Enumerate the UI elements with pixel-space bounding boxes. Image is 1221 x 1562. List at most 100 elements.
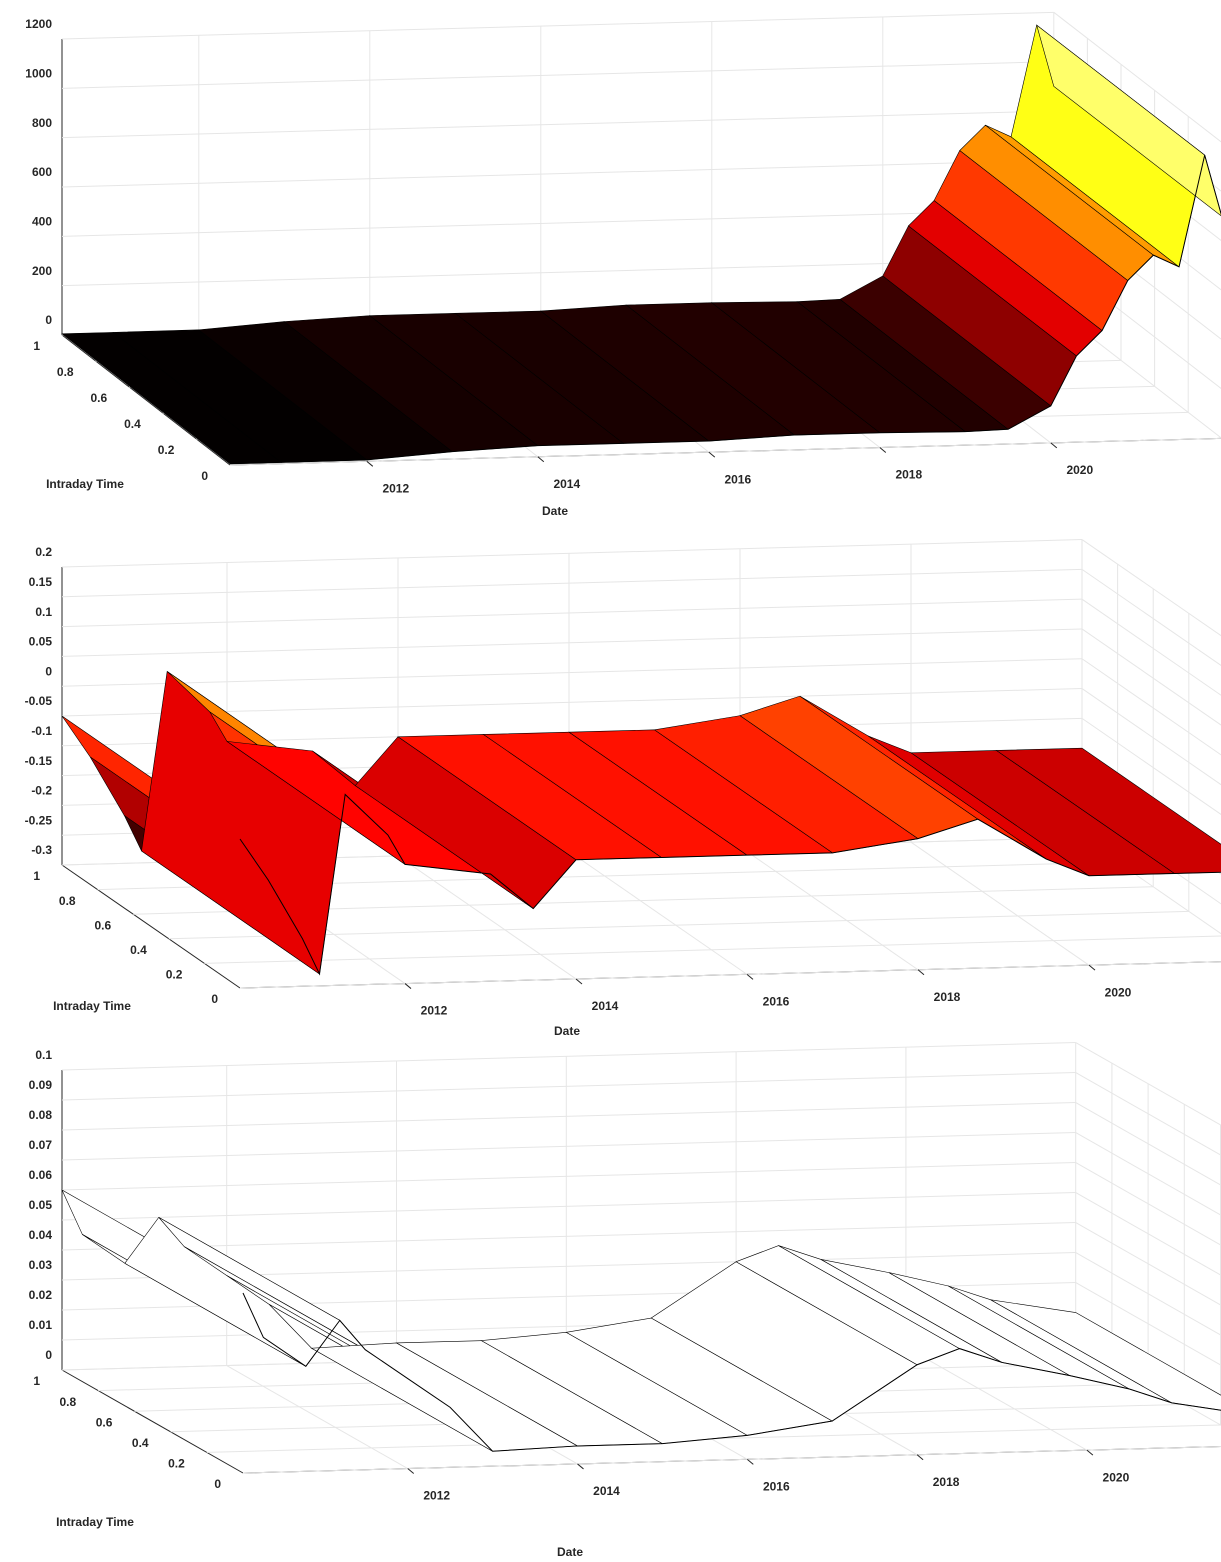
grid-line xyxy=(168,910,1189,940)
z-tick-label: 0.1 xyxy=(35,605,52,619)
z-tick-label: -0.05 xyxy=(25,694,53,708)
x-tick xyxy=(916,1454,924,1461)
x-tick-label: 2018 xyxy=(934,990,961,1004)
z-tick-label: -0.1 xyxy=(31,724,52,738)
z-tick-label: -0.2 xyxy=(31,784,52,798)
grid-line xyxy=(1075,1192,1221,1276)
grid-line xyxy=(1075,1162,1221,1246)
z-tick-label: 1200 xyxy=(25,17,52,31)
x-tick-label: 2014 xyxy=(593,1484,620,1498)
y-tick-label: 0.8 xyxy=(57,365,74,379)
x-tick xyxy=(366,460,374,467)
grid-line xyxy=(1081,568,1221,667)
z-tick-label: 0.05 xyxy=(29,1198,53,1212)
x-tick-label: 2012 xyxy=(423,1489,450,1503)
y-axis-label: Intraday Time xyxy=(56,1515,134,1529)
x-tick-label: 2014 xyxy=(592,999,619,1013)
grid-line xyxy=(61,1102,1076,1131)
grid-line xyxy=(61,539,1083,568)
x-tick xyxy=(577,1463,584,1470)
grid-line xyxy=(61,1192,1076,1221)
x-tick-label: 2016 xyxy=(763,1480,790,1494)
z-tick-label: 0.06 xyxy=(29,1168,53,1182)
x-tick-label: 2014 xyxy=(553,477,580,491)
grid-line xyxy=(1081,658,1221,756)
grid-line xyxy=(1075,1072,1221,1156)
x-tick xyxy=(537,456,545,463)
x-tick-label: 2020 xyxy=(1105,985,1132,999)
x-tick-label: 2020 xyxy=(1103,1470,1130,1484)
grid-line xyxy=(739,846,919,971)
z-tick-label: -0.25 xyxy=(25,813,53,827)
surface-patch xyxy=(995,747,1221,874)
z-tick-label: 0.09 xyxy=(29,1078,53,1092)
axis-line xyxy=(61,864,241,989)
y-tick-label: 0.6 xyxy=(96,1415,113,1429)
grid-line xyxy=(1075,1102,1221,1186)
z-tick-label: 0.03 xyxy=(29,1258,53,1272)
grid-line xyxy=(242,1446,1221,1474)
z-tick-label: 0.08 xyxy=(29,1108,53,1122)
x-tick xyxy=(575,978,583,985)
grid-line xyxy=(229,437,1221,466)
z-tick-label: 200 xyxy=(32,264,52,278)
z-tick-label: 800 xyxy=(32,116,52,130)
grid-line xyxy=(61,628,1083,657)
grid-line xyxy=(1081,717,1221,816)
z-tick-label: 0.2 xyxy=(35,545,52,559)
z-tick-label: -0.3 xyxy=(31,843,52,857)
surface-front-edge xyxy=(239,793,1221,976)
grid-line xyxy=(910,841,1090,966)
z-tick-label: 0 xyxy=(45,664,52,678)
y-tick-label: 0.2 xyxy=(166,968,183,982)
grid-line xyxy=(61,110,1054,139)
y-tick-label: 0.4 xyxy=(124,417,141,431)
z-tick-label: 0.15 xyxy=(29,575,53,589)
grid-line xyxy=(61,11,1054,40)
surface-front-edge xyxy=(242,1292,1221,1452)
grid-line xyxy=(61,1042,1076,1071)
x-tick xyxy=(407,1468,415,1474)
surface-front-edge xyxy=(229,154,1221,465)
grid-line xyxy=(1075,1222,1221,1306)
z-tick-label: 1000 xyxy=(25,67,52,81)
x-tick-label: 2012 xyxy=(382,481,409,495)
x-tick-label: 2016 xyxy=(763,995,790,1009)
axis-line xyxy=(61,1369,244,1474)
grid-line xyxy=(1081,598,1221,696)
grid-line xyxy=(61,598,1083,628)
grid-line xyxy=(61,1222,1076,1251)
x-tick xyxy=(746,973,754,980)
y-tick-label: 1 xyxy=(33,1374,40,1388)
grid-line xyxy=(1081,539,1221,637)
surface-patch xyxy=(990,1299,1221,1411)
z-tick-label: 0.07 xyxy=(29,1138,53,1152)
x-axis-label: Date xyxy=(542,504,568,518)
grid-line xyxy=(1075,1252,1221,1336)
grid-line xyxy=(1053,11,1221,143)
x-tick xyxy=(746,1458,754,1465)
grid-line xyxy=(397,855,577,980)
x-tick xyxy=(879,447,887,453)
grid-line xyxy=(1081,688,1221,786)
x-tick-label: 2020 xyxy=(1066,463,1093,477)
z-tick-label: 0.05 xyxy=(29,635,53,649)
y-tick-label: 0.8 xyxy=(59,894,76,908)
grid-line xyxy=(1075,1282,1221,1366)
x-tick-label: 2016 xyxy=(724,472,751,486)
grid-line xyxy=(905,1346,1088,1451)
z-tick-label: 0.1 xyxy=(35,1048,52,1062)
x-axis-label: Date xyxy=(557,1545,583,1559)
z-tick-label: 0.01 xyxy=(29,1318,53,1332)
grid-line xyxy=(1081,628,1221,726)
grid-line xyxy=(61,258,1054,287)
grid-line xyxy=(61,159,1054,188)
z-tick-label: 0 xyxy=(45,1348,52,1362)
x-tick xyxy=(1086,1449,1094,1456)
grid-line xyxy=(226,1365,408,1469)
y-tick-label: 0.2 xyxy=(168,1457,185,1471)
y-tick-label: 0 xyxy=(201,469,208,483)
x-tick xyxy=(708,451,716,458)
x-tick xyxy=(917,969,925,976)
